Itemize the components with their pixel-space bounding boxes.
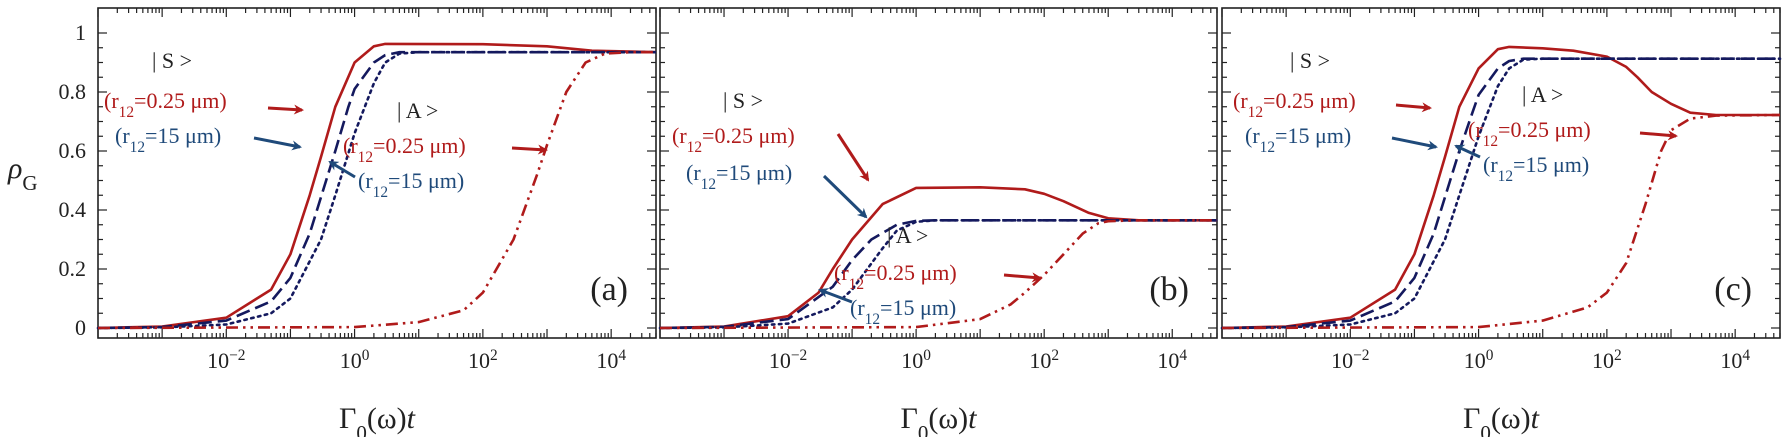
- annotation-label: (r12=15 μm): [850, 295, 956, 328]
- x-tick-label: 10−2: [769, 347, 807, 374]
- x-axis-label: Γ0(ω)t: [1463, 402, 1540, 437]
- annotation-label: (r12=15 μm): [686, 160, 792, 193]
- annotation-arrow: [1639, 130, 1678, 141]
- series-line: [659, 186, 1217, 330]
- annotation-label: (r12=15 μm): [115, 123, 221, 156]
- annotation-arrow: [1391, 136, 1438, 151]
- annotation-arrow: [328, 160, 356, 179]
- x-axis-label: Γ0(ω)t: [339, 402, 416, 437]
- annotation-label: (r12=15 μm): [1483, 152, 1589, 185]
- panel-label: (c): [1714, 271, 1752, 308]
- panel-a: 10−2 100 102 104 0 0.2 0.4 0.6 0.8 1 | S > (r12=0.2…: [7, 7, 658, 442]
- annotation-label: (r12=0.25 μm): [343, 133, 466, 166]
- y-axis-label: ρG: [7, 152, 38, 195]
- panel-b: 10−2 100 102 104| S >(r12=0.25 μm)(r12=15 μ…: [658, 7, 1219, 442]
- series-line: [1220, 57, 1782, 330]
- annotation-arrow: [253, 136, 302, 151]
- annotation-label: | A >: [1522, 82, 1563, 107]
- annotation-label: | A >: [887, 223, 928, 248]
- x-tick-label: 10−2: [1331, 347, 1369, 374]
- panel-label: (a): [590, 271, 628, 308]
- annotation-arrow: [836, 133, 870, 182]
- plot-frame: [659, 7, 1218, 339]
- series-line: [1221, 45, 1780, 330]
- x-axis-label: Γ0(ω)t: [901, 402, 978, 437]
- annotation-arrow: [1003, 272, 1042, 283]
- annotation-arrow: [1454, 144, 1481, 159]
- panel-label: (b): [1149, 271, 1189, 308]
- annotation-label: (r12=0.25 μm): [672, 123, 795, 156]
- x-tick-label: 104: [1157, 347, 1187, 374]
- annotation-arrow: [511, 144, 548, 155]
- x-tick-label: 100: [340, 347, 370, 374]
- plot-frame: [97, 7, 657, 339]
- series-line: [1221, 113, 1781, 330]
- x-tick-label: 104: [596, 347, 626, 374]
- annotation-label: | A >: [397, 98, 438, 123]
- x-tick-label: 104: [1720, 347, 1750, 374]
- y-tick-label: 0: [75, 315, 86, 340]
- annotation-label: (r12=0.25 μm): [1468, 117, 1591, 150]
- annotation-label: (r12=0.25 μm): [1233, 88, 1356, 121]
- annotation-label: (r12=15 μm): [1245, 123, 1351, 156]
- x-tick-label: 10−2: [207, 347, 245, 374]
- y-tick-label: 0.8: [59, 79, 87, 104]
- annotation-label: | S >: [152, 48, 192, 73]
- annotation-label: (r12=0.25 μm): [104, 88, 227, 121]
- series-line: [97, 42, 657, 330]
- x-tick-label: 100: [1464, 347, 1494, 374]
- annotation-arrow: [822, 174, 868, 219]
- annotation-arrow: [818, 288, 853, 304]
- y-tick-label: 0.2: [59, 256, 87, 281]
- series-line: [96, 50, 658, 330]
- annotation-arrow: [267, 104, 304, 115]
- annotation-label: (r12=0.25 μm): [834, 260, 957, 293]
- annotation-label: (r12=15 μm): [358, 168, 464, 201]
- series-line: [97, 50, 656, 330]
- plot-frame: [1221, 7, 1781, 339]
- series-line: [659, 219, 1217, 330]
- y-tick-label: 0.4: [59, 197, 87, 222]
- series-line: [97, 50, 656, 330]
- annotation-arrow: [1395, 102, 1432, 113]
- annotation-label: | S >: [1290, 48, 1330, 73]
- x-tick-label: 102: [1029, 347, 1059, 374]
- annotation-label: | S >: [723, 88, 763, 113]
- x-tick-label: 100: [901, 347, 931, 374]
- y-tick-label: 1: [75, 20, 86, 45]
- series-line: [658, 219, 1219, 330]
- x-tick-label: 102: [468, 347, 498, 374]
- x-tick-label: 102: [1592, 347, 1622, 374]
- y-tick-label: 0.6: [59, 138, 87, 163]
- panel-c: 10−2 100 102 104| S >(r12=0.25 μm)(r12=15 μ…: [1220, 7, 1782, 442]
